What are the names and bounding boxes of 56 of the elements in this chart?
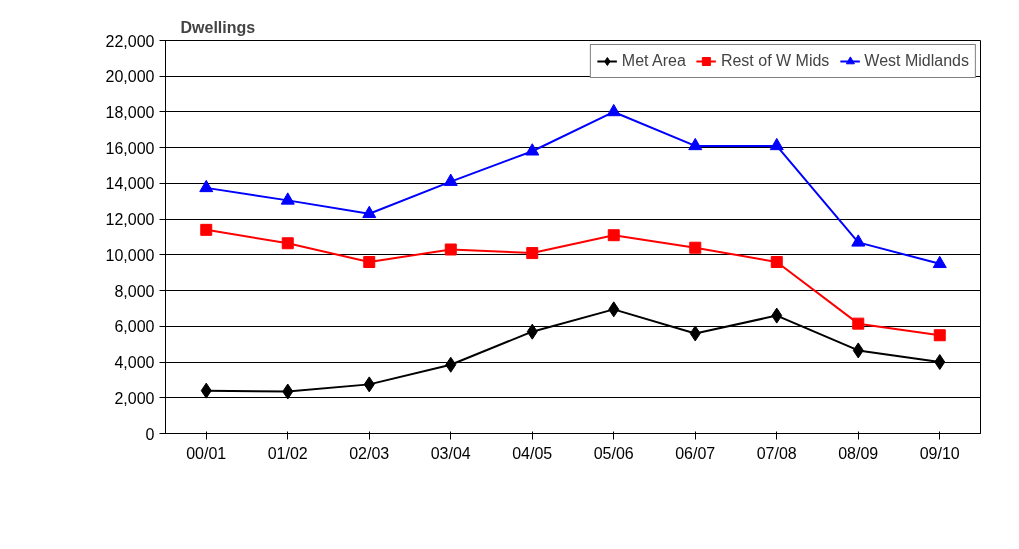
y-tick-label: 6,000	[114, 318, 155, 336]
point	[526, 247, 539, 260]
point	[932, 255, 947, 269]
legend-label: Rest of W Mids	[720, 52, 830, 70]
point	[770, 256, 783, 269]
y-tick-label: 18,000	[105, 103, 155, 121]
point	[689, 325, 701, 342]
point	[607, 229, 620, 242]
point	[525, 143, 540, 156]
point	[281, 237, 294, 250]
point	[362, 205, 377, 219]
point	[933, 329, 946, 342]
point	[689, 241, 702, 254]
x-tick-label: 08/09	[838, 444, 879, 462]
y-tick-label: 2,000	[114, 389, 155, 407]
point	[771, 307, 783, 324]
x-tick-label: 03/04	[430, 444, 471, 462]
point	[526, 323, 538, 340]
point	[363, 256, 376, 269]
point	[851, 234, 866, 247]
legend-label: Met Area	[621, 52, 686, 70]
y-tick-label: 4,000	[114, 354, 155, 372]
point	[199, 179, 214, 193]
y-tick-label: 12,000	[105, 211, 155, 229]
y-tick-label: 0	[145, 425, 155, 443]
x-tick-label: 07/08	[756, 444, 797, 462]
point	[445, 356, 457, 373]
point	[852, 317, 865, 330]
x-tick-label: 05/06	[593, 444, 634, 462]
point	[363, 376, 375, 393]
point	[934, 354, 946, 371]
point	[444, 243, 457, 256]
y-tick-label: 16,000	[105, 139, 155, 157]
x-tick-label: 00/01	[186, 444, 227, 462]
point	[608, 301, 620, 318]
point	[606, 103, 621, 117]
y-tick-label: 14,000	[105, 175, 155, 193]
point	[443, 173, 458, 186]
y-tick-label: 20,000	[105, 68, 155, 86]
x-tick-label: 02/03	[349, 444, 390, 462]
y-tick-label: 10,000	[105, 246, 155, 264]
x-tick-label: 01/02	[267, 444, 308, 462]
point	[852, 342, 864, 359]
point	[280, 192, 295, 205]
legend-label: West Midlands	[864, 52, 969, 70]
point	[688, 137, 703, 151]
x-tick-label: 06/07	[675, 444, 716, 462]
x-tick-label: 04/05	[512, 444, 553, 462]
point	[769, 137, 784, 151]
y-tick-label: 22,000	[105, 32, 155, 50]
point	[200, 382, 212, 399]
point	[282, 383, 294, 400]
point	[200, 223, 213, 236]
y-tick-label: 8,000	[114, 282, 155, 300]
x-tick-label: 09/10	[919, 444, 960, 462]
y-axis-title: Dwellings	[180, 18, 256, 36]
